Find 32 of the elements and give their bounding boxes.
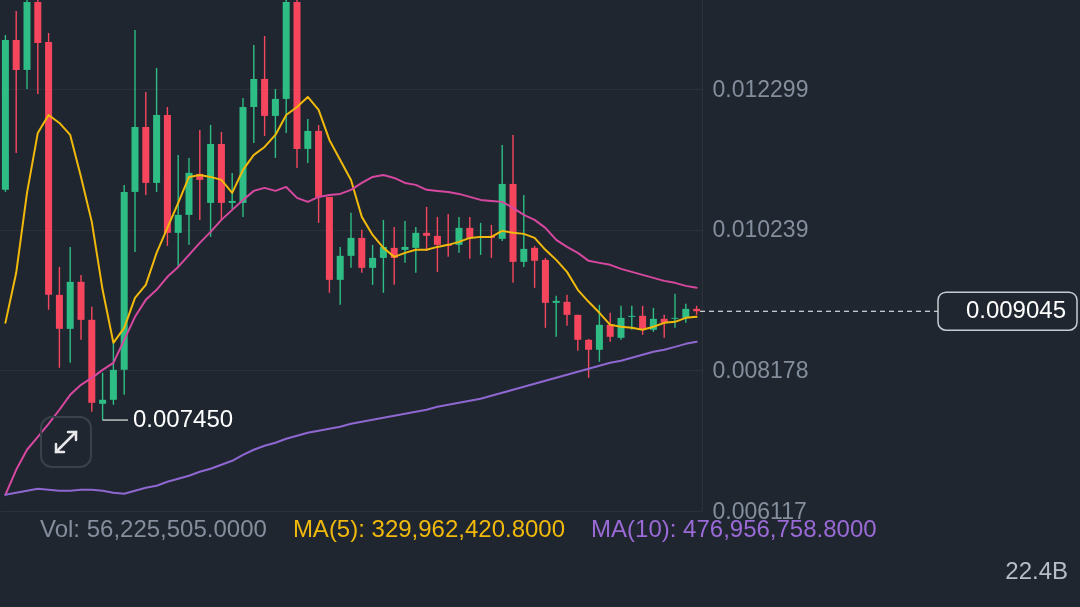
line-series [4,340,698,496]
candlestick [531,245,539,289]
candlestick [412,226,420,274]
candlestick [347,212,355,269]
candlestick [304,118,312,164]
candlestick [682,303,690,324]
y-tick-label: 0.012299 [712,75,809,102]
candlestick [552,295,560,338]
candlestick [369,244,377,286]
ref-line-label: 0.009045 [965,296,1066,324]
line-series [4,95,698,344]
candlestick [628,305,636,331]
text: MA(5): 329,962,420.8000 [292,514,566,544]
candlestick [563,294,571,327]
text: 22.4B [1004,556,1068,586]
candlestick [401,220,409,264]
candlestick [423,206,431,252]
candlestick [433,216,441,273]
y-tick-label: 0.008178 [712,356,809,383]
line-series [4,173,698,496]
candlestick [671,293,679,329]
candlestick [606,312,614,343]
candlestick [585,338,593,379]
annotation: 0.007450 [133,405,234,433]
candlestick [228,172,236,211]
y-tick-label: 0.010239 [712,216,809,243]
candlestick [466,216,474,260]
text: Vol: 56,225,505.0000 [40,514,267,544]
candlestick [174,154,182,268]
candlestick [520,194,528,268]
candlestick [271,88,279,159]
candlestick [99,372,107,421]
